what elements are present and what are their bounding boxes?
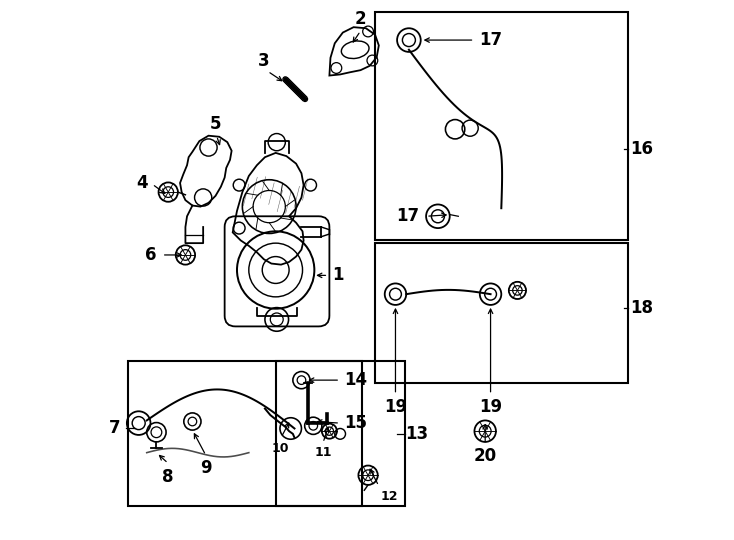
Text: 19: 19	[479, 398, 502, 416]
Text: 4: 4	[137, 174, 148, 192]
Text: 17: 17	[479, 31, 502, 49]
Bar	[128, 361, 362, 507]
Text: 6: 6	[145, 246, 156, 264]
Text: 10: 10	[272, 442, 288, 455]
Bar	[375, 243, 628, 383]
Text: 17: 17	[396, 207, 420, 225]
Text: 11: 11	[314, 446, 332, 459]
Text: 3: 3	[258, 52, 269, 70]
Text: 2: 2	[355, 10, 366, 28]
Text: 16: 16	[631, 140, 653, 158]
Bar	[375, 12, 628, 240]
Text: 18: 18	[631, 299, 653, 316]
Text: 19: 19	[384, 398, 407, 416]
Text: 1: 1	[332, 266, 344, 285]
Text: 15: 15	[344, 414, 368, 432]
Text: 7: 7	[109, 420, 121, 437]
Text: 13: 13	[406, 425, 429, 443]
Text: 8: 8	[162, 468, 174, 485]
Text: 12: 12	[380, 490, 398, 503]
Text: 5: 5	[210, 115, 221, 133]
Text: 14: 14	[344, 371, 368, 389]
Text: 20: 20	[473, 447, 497, 465]
Bar	[276, 361, 404, 507]
Text: 9: 9	[200, 459, 211, 477]
